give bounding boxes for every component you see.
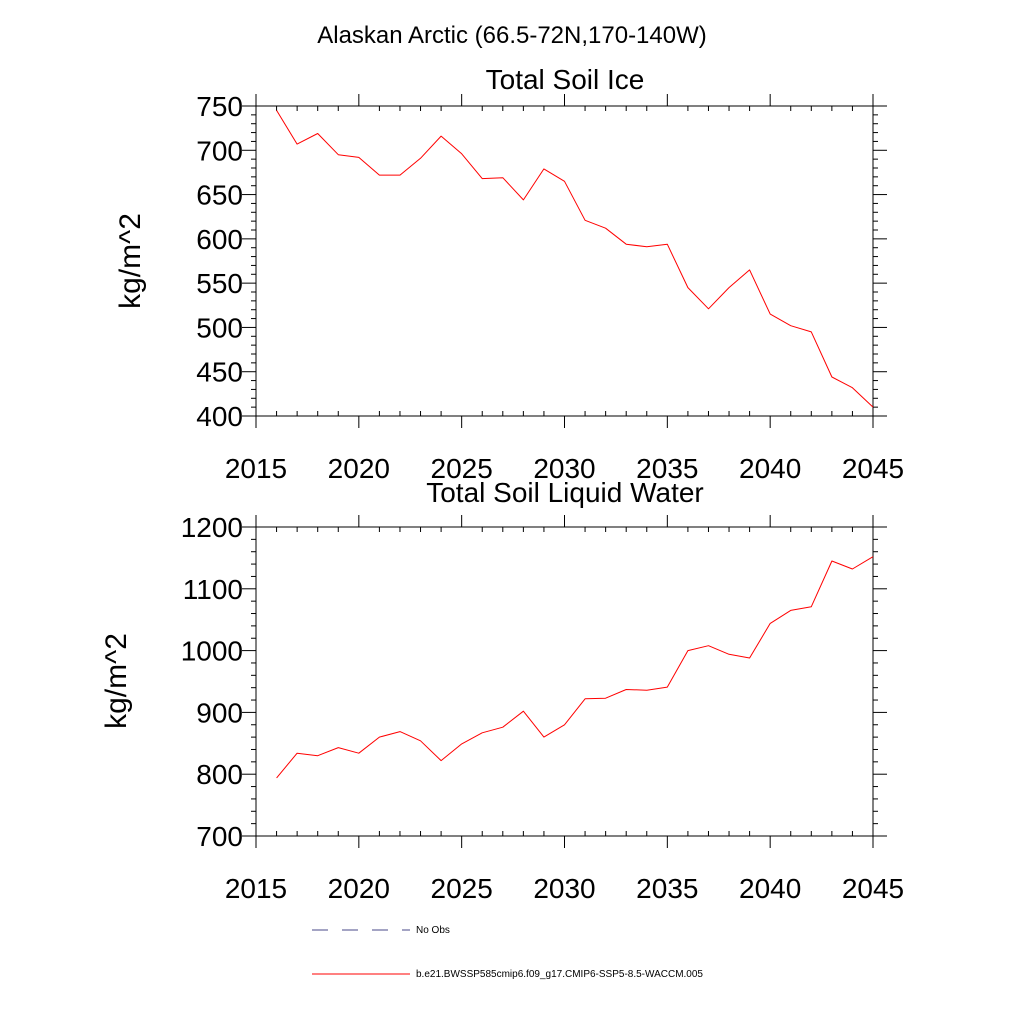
x-tick-label: 2020 — [328, 453, 390, 484]
plot-frame — [255, 105, 874, 417]
panel-total-soil-liquid-water: Total Soil Liquid Water kg/m^2 2015 2020 2… — [100, 477, 904, 904]
y-tick-label: 1200 — [181, 512, 243, 543]
x-tick-label: 2045 — [842, 453, 904, 484]
y-tick-label: 650 — [196, 180, 243, 211]
x-tick-label: 2045 — [842, 873, 904, 904]
x-tick-label: 2025 — [431, 873, 493, 904]
y-tick-label: 550 — [196, 268, 243, 299]
legend-label-no-obs: No Obs — [416, 925, 450, 936]
y-tick-label: 700 — [196, 821, 243, 852]
figure-title: Alaskan Arctic (66.5-72N,170-140W) — [317, 22, 707, 49]
x-tick-label: 2015 — [225, 873, 287, 904]
y-tick-label: 1000 — [181, 636, 243, 667]
x-tick-label: 2040 — [739, 453, 801, 484]
y-tick-label: 900 — [196, 697, 243, 728]
y-tick-label: 1100 — [183, 574, 243, 605]
y-axis-label: kg/m^2 — [114, 213, 147, 309]
panel-title: Total Soil Liquid Water — [426, 477, 704, 508]
y-tick-label: 700 — [196, 135, 243, 166]
y-tick-label: 600 — [196, 224, 243, 255]
x-tick-label: 2030 — [533, 873, 595, 904]
x-tick-label: 2030 — [533, 453, 595, 484]
x-tick-label: 2035 — [636, 873, 698, 904]
series-line — [276, 110, 874, 408]
legend: No Obs b.e21.BWSSP585cmip6.f09_g17.CMIP6… — [312, 925, 703, 980]
panel-total-soil-ice: Total Soil Ice kg/m^2 2015 2020 2025 2030 20… — [114, 64, 904, 484]
x-tick-label: 2015 — [225, 453, 287, 484]
y-tick-label: 400 — [196, 401, 243, 432]
x-tick-label: 2040 — [739, 873, 801, 904]
x-tick-label: 2020 — [328, 873, 390, 904]
series-line — [276, 556, 874, 779]
y-tick-label: 500 — [196, 312, 243, 343]
panel-title: Total Soil Ice — [486, 64, 645, 95]
legend-label-model: b.e21.BWSSP585cmip6.f09_g17.CMIP6-SSP5-8… — [416, 969, 703, 980]
x-tick-label: 2025 — [431, 453, 493, 484]
y-axis-label: kg/m^2 — [100, 633, 133, 729]
y-tick-label: 800 — [196, 759, 243, 790]
y-tick-label: 450 — [196, 357, 243, 388]
x-tick-label: 2035 — [636, 453, 698, 484]
y-tick-label: 750 — [196, 91, 243, 122]
plot-frame — [255, 526, 874, 837]
